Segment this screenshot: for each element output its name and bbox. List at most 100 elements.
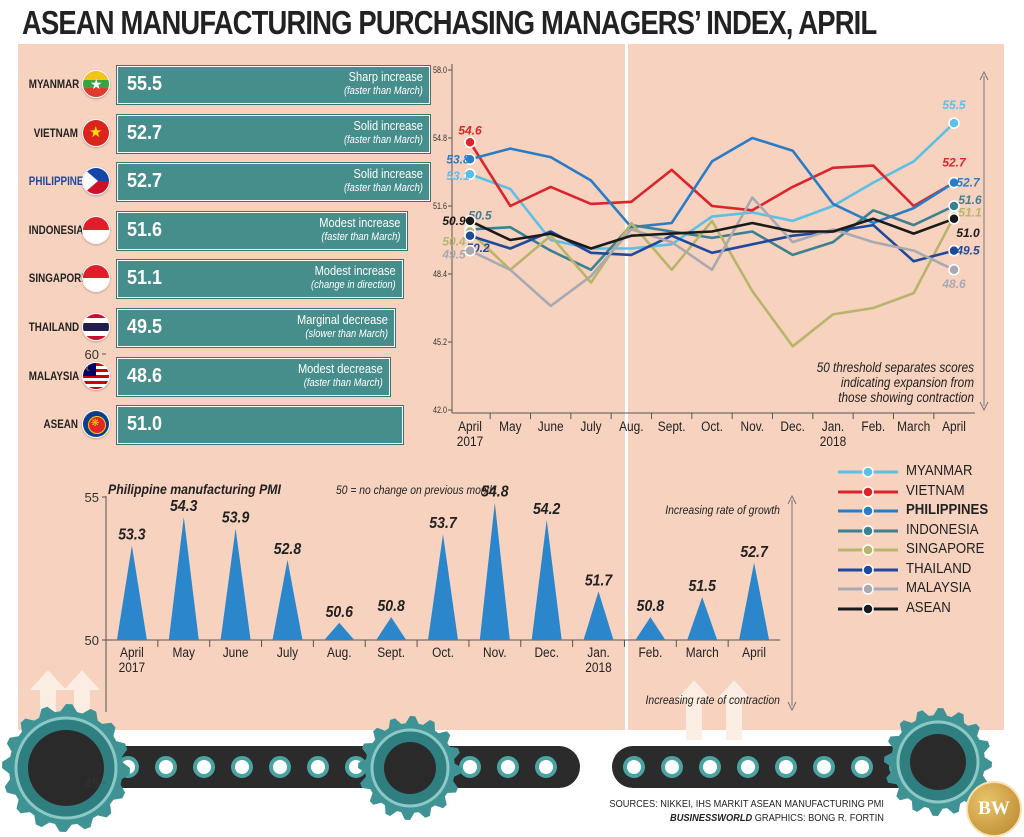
legend-label: INDONESIA	[906, 520, 979, 538]
row-description: Solid increase (faster than March)	[344, 166, 423, 195]
row-description-note: (faster than March)	[344, 133, 423, 146]
gear-hub	[910, 734, 966, 790]
conveyor-roller-icon	[421, 756, 443, 778]
row-country-label: MALAYSIA	[28, 368, 80, 383]
row-country-label: SINGAPORE	[28, 271, 88, 286]
legend-label: SINGAPORE	[906, 540, 985, 557]
row-value-bar: 51.0	[117, 406, 403, 445]
conveyor-roller-icon	[231, 756, 253, 778]
row-value: 51.1	[127, 267, 163, 290]
legend-label: PHILIPPINES	[906, 501, 989, 518]
conveyor-roller-icon	[775, 756, 797, 778]
row-description-note: (faster than March)	[344, 85, 423, 97]
flag-icon	[82, 215, 110, 244]
gear-icon	[358, 716, 462, 820]
row-description: Marginal decrease (slower than March)	[297, 312, 388, 341]
row-value-bar: 51.1 Modest increase (change in direction)	[117, 260, 403, 299]
gear-ring	[14, 716, 118, 820]
conveyor-belt-right	[612, 746, 962, 788]
row-value: 48.6	[127, 364, 163, 387]
conveyor-roller-icon	[459, 756, 481, 778]
conveyor-roller-icon	[117, 756, 139, 778]
conveyor-roller-icon	[497, 756, 519, 778]
legend-swatch	[836, 485, 900, 498]
row-value: 55.5	[127, 73, 163, 95]
legend-label: MALAYSIA	[906, 579, 972, 596]
conveyor-roller-icon	[79, 756, 101, 778]
row-description-note: (change in direction)	[311, 279, 396, 292]
flag-icon: ☾	[82, 361, 110, 390]
flag-icon	[82, 264, 110, 293]
row-description: Solid increase (faster than March)	[344, 117, 423, 146]
flag-icon	[82, 313, 110, 341]
conveyor-roller-icon	[851, 756, 873, 778]
legend-item: MALAYSIA	[836, 578, 1016, 598]
infographic-title: ASEAN MANUFACTURING PURCHASING MANAGERS’…	[22, 4, 877, 41]
row-value-bar: 51.6 Modest increase (faster than March)	[117, 211, 407, 250]
row-value: 52.7	[127, 170, 163, 193]
gear-hub	[384, 742, 436, 794]
row-description-note: (faster than March)	[321, 230, 400, 243]
conveyor-roller-icon	[889, 756, 911, 778]
legend-swatch	[836, 504, 900, 517]
legend-item: ASEAN	[836, 598, 1016, 618]
year-divider-line	[625, 44, 628, 730]
legend-label: VIETNAM	[906, 481, 965, 499]
publisher-name: BUSINESSWORLD	[670, 812, 753, 824]
flag-icon: ★	[82, 118, 110, 147]
legend-item: MYANMAR	[836, 461, 1016, 481]
conveyor-roller-icon	[193, 756, 215, 778]
row-value: 51.0	[127, 413, 163, 436]
legend-label: THAILAND	[906, 559, 972, 577]
gear-hub	[28, 730, 104, 806]
gear-ring	[370, 728, 450, 808]
conveyor-roller-icon	[623, 756, 645, 778]
gear-teeth	[358, 716, 462, 820]
legend-item: THAILAND	[836, 559, 1016, 579]
legend-swatch	[836, 602, 900, 615]
row-description-note: (faster than March)	[304, 376, 383, 389]
row-country-label: THAILAND	[28, 320, 80, 334]
row-description-note: (slower than March)	[305, 328, 388, 340]
conveyor-roller-icon	[269, 756, 291, 778]
row-value: 49.5	[127, 316, 163, 338]
legend-item: VIETNAM	[836, 481, 1016, 501]
row-country-label: ASEAN	[43, 417, 78, 432]
flag-icon	[82, 167, 110, 196]
conveyor-roller-icon	[345, 756, 367, 778]
conveyor-belt-left	[50, 746, 580, 788]
row-value: 51.6	[127, 218, 163, 241]
conveyor-roller-icon	[699, 756, 721, 778]
gear-ring	[896, 720, 980, 804]
legend-swatch	[836, 582, 900, 595]
row-description: Modest increase (change in direction)	[311, 263, 396, 292]
flag-icon: ❋	[82, 410, 110, 439]
legend-label: ASEAN	[906, 598, 951, 616]
conveyor-roller-icon	[737, 756, 759, 778]
row-value-bar: 52.7 Solid increase (faster than March)	[117, 163, 430, 202]
row-country-label: MYANMAR	[28, 77, 80, 91]
row-value-bar: 48.6 Modest decrease (faster than March)	[117, 357, 390, 396]
row-description: Modest decrease (faster than March)	[298, 360, 383, 389]
businessworld-logo: BW	[966, 781, 1022, 837]
row-value-bar: 55.5 Sharp increase (faster than March)	[117, 66, 430, 104]
legend-swatch	[836, 563, 900, 576]
row-description-note: (faster than March)	[344, 182, 423, 195]
row-description: Modest increase (faster than March)	[318, 214, 400, 243]
conveyor-roller-icon	[813, 756, 835, 778]
row-country-label: INDONESIA	[28, 222, 84, 237]
row-country-label: VIETNAM	[33, 125, 78, 140]
conveyor-roller-icon	[383, 756, 405, 778]
conveyor-roller-icon	[307, 756, 329, 778]
graphics-credit: GRAPHICS: BONG R. FORTIN	[752, 812, 884, 824]
legend-item: SINGAPORE	[836, 539, 1016, 559]
legend-swatch	[836, 465, 900, 478]
row-value-bar: 52.7 Solid increase (faster than March)	[117, 114, 430, 153]
row-country-label: PHILIPPINES	[28, 174, 91, 189]
row-value-bar: 49.5 Marginal decrease (slower than March)	[117, 309, 395, 347]
flag-icon: ★	[82, 70, 110, 98]
legend-swatch	[836, 543, 900, 556]
legend-item: PHILIPPINES	[836, 500, 1016, 520]
sources-line: SOURCES: NIKKEI, IHS MARKIT ASEAN MANUFA…	[609, 798, 884, 810]
graphics-credit-line: BUSINESSWORLD GRAPHICS: BONG R. FORTIN	[609, 811, 884, 825]
